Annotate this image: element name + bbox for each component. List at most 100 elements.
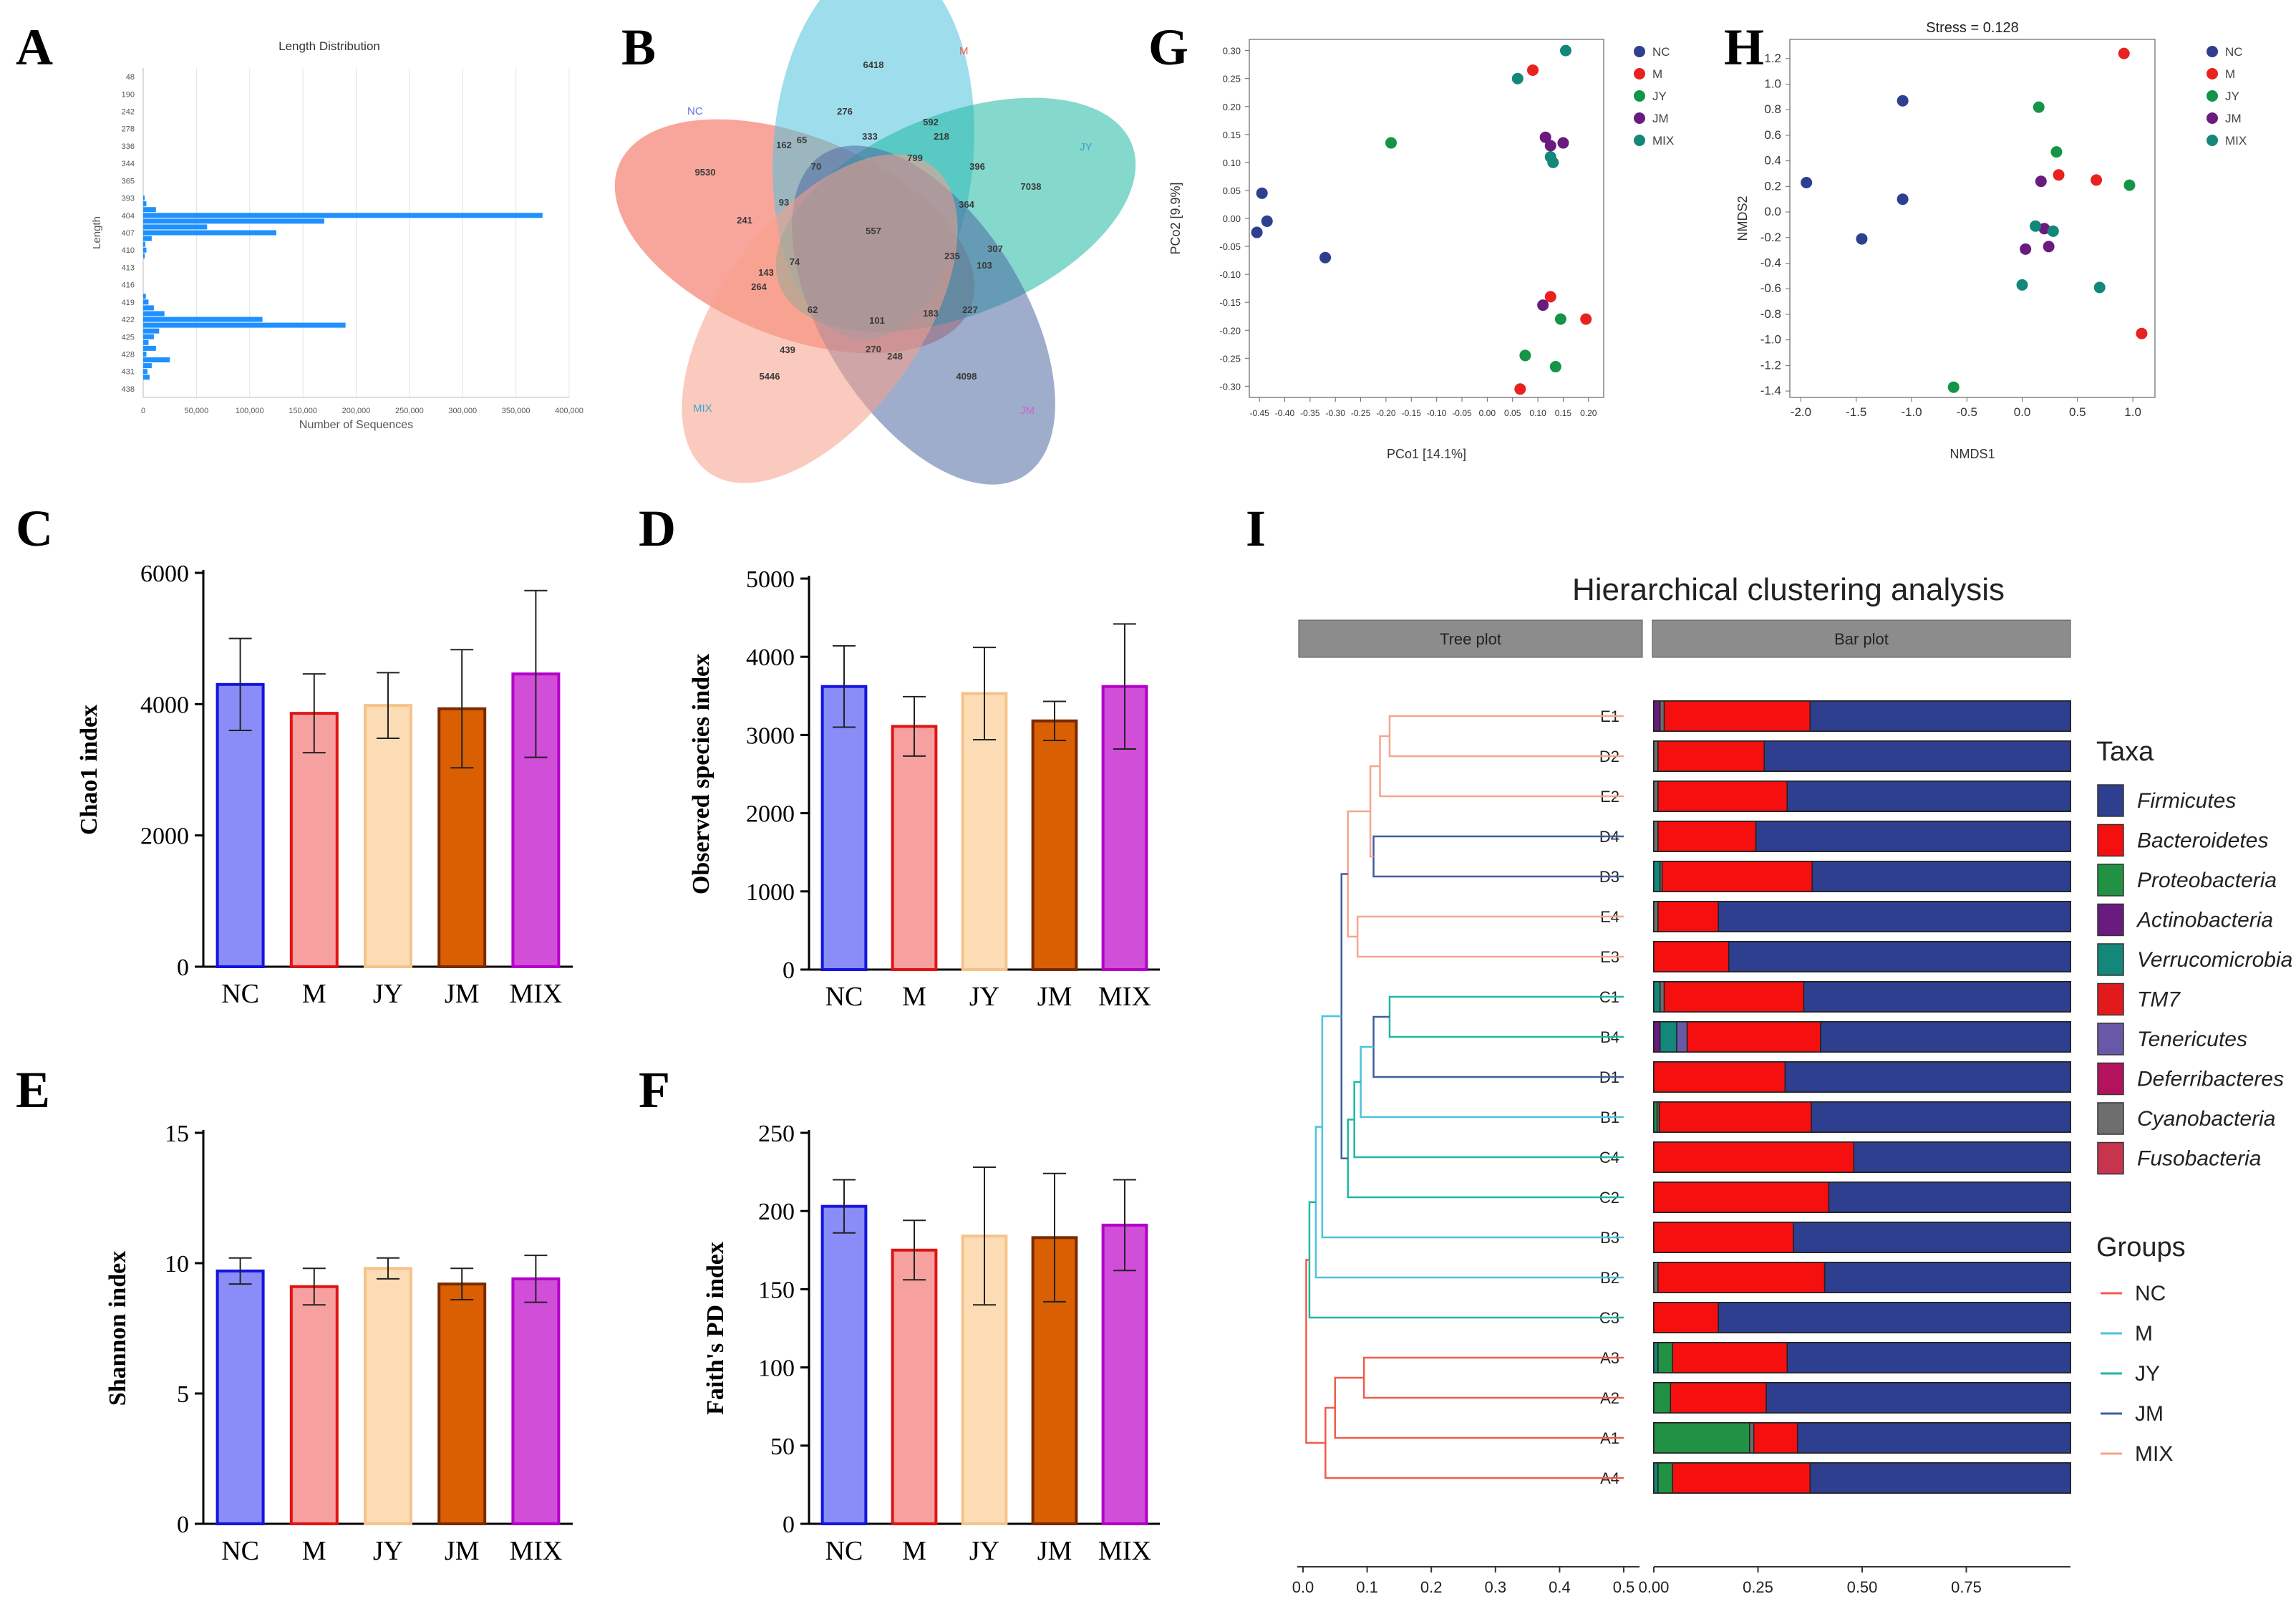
- bar-segment-cyanobacteria: [1659, 700, 1665, 732]
- venn-region-count: 9530: [695, 167, 716, 178]
- venn-region-count: 227: [962, 304, 978, 315]
- bar-m: [289, 1285, 339, 1525]
- venn-region-count: 7038: [1021, 181, 1042, 192]
- y-tick-label: 413: [122, 264, 135, 272]
- x-tick-label: M: [902, 982, 926, 1012]
- point-jm: [2020, 243, 2032, 255]
- x-tick-label: NC: [825, 982, 863, 1012]
- x-tick-label: -0.25: [1351, 408, 1371, 418]
- legend-label: JY: [1652, 90, 1667, 103]
- venn-region-count: 6418: [863, 59, 884, 70]
- bar: [143, 339, 149, 345]
- bar-segment-cyanobacteria: [1653, 901, 1659, 932]
- y-tick-label: 0.6: [1764, 128, 1781, 142]
- y-tick-label: 0.15: [1223, 130, 1241, 140]
- bar-segment-bacteroidetes: [1663, 981, 1805, 1013]
- bar-segment-cyanobacteria: [1653, 821, 1659, 852]
- venn-region-count: 4098: [956, 371, 977, 382]
- x-tick-label: 400,000: [555, 407, 583, 415]
- bar-segment-verrucomicrobia: [1653, 1462, 1659, 1494]
- y-tick-label: -1.2: [1760, 358, 1781, 372]
- point-nc: [1251, 226, 1263, 238]
- bar-x-tick-label: 0.50: [1847, 1578, 1878, 1596]
- legend-swatch: [2097, 1062, 2124, 1096]
- tree-branch: [1388, 995, 1624, 1038]
- point-m: [2118, 47, 2130, 59]
- legend-swatch: [2097, 864, 2124, 897]
- tree-branch: [1372, 1015, 1624, 1078]
- tree-branch: [1388, 715, 1624, 758]
- point-jm: [2043, 241, 2055, 253]
- bar: [143, 230, 276, 236]
- tree-branch: [1356, 915, 1624, 958]
- bar: [143, 369, 147, 375]
- point-nc: [1801, 177, 1813, 188]
- point-jm: [2035, 175, 2047, 188]
- bar-segment-cyanobacteria: [1653, 1262, 1659, 1293]
- venn-region-count: 396: [969, 161, 985, 172]
- y-tick-label: -0.10: [1219, 269, 1241, 280]
- legend-label: M: [2135, 1322, 2153, 1346]
- x-tick-label: -0.05: [1452, 408, 1472, 418]
- bar-nc: [820, 1204, 868, 1525]
- bar: [143, 253, 145, 259]
- legend-marker: [1634, 46, 1645, 57]
- venn-region-count: 248: [887, 351, 903, 362]
- x-tick-label: MIX: [1098, 982, 1151, 1012]
- y-tick-label: 0.30: [1223, 46, 1241, 57]
- bar-segment-firmicutes: [1786, 1342, 2071, 1373]
- x-tick-label: JY: [969, 1536, 999, 1566]
- y-tick-label: 5000: [746, 566, 795, 593]
- x-tick-label: JY: [373, 1536, 403, 1566]
- legend-label: Fusobacteria: [2137, 1147, 2261, 1171]
- point-m: [1527, 64, 1539, 76]
- panel-label-g: G: [1148, 19, 1188, 76]
- x-tick-label: 250,000: [395, 407, 424, 415]
- venn-region-count: 162: [776, 140, 792, 150]
- legend-label: Firmicutes: [2137, 789, 2236, 813]
- legend-label: Cyanobacteria: [2137, 1107, 2275, 1131]
- point-jy: [1385, 137, 1397, 149]
- venn-region-count: 241: [737, 215, 752, 226]
- bar-segment-firmicutes: [1784, 1061, 2071, 1093]
- legend-label: Tenericutes: [2137, 1028, 2247, 1051]
- venn-region-count: 5446: [760, 371, 780, 382]
- legend-title-groups: Groups: [2096, 1232, 2186, 1262]
- x-tick-label: 0.10: [1529, 408, 1546, 418]
- bar-segment-proteobacteria: [1653, 1382, 1672, 1414]
- point-m: [2136, 327, 2148, 339]
- y-tick-label: 200: [758, 1199, 795, 1225]
- x-tick-label: JM: [1037, 982, 1072, 1012]
- tree-branch: [1305, 1259, 1326, 1444]
- x-tick-label: -1.0: [1901, 405, 1922, 419]
- x-tick-label: 0.5: [2069, 405, 2086, 419]
- legend-label: M: [2225, 67, 2235, 81]
- venn-region-count: 183: [923, 308, 939, 319]
- y-tick-label: 0.8: [1764, 102, 1781, 116]
- tree-x-tick-label: 0.3: [1485, 1578, 1507, 1596]
- tree-branch: [1379, 735, 1624, 798]
- venn-set-label: JM: [1020, 405, 1035, 417]
- y-tick-label: -0.15: [1219, 297, 1241, 308]
- y-tick-label: 0.20: [1223, 102, 1241, 112]
- x-tick-label: 50,000: [185, 407, 209, 415]
- bar-segment-firmicutes: [1823, 1262, 2071, 1293]
- bar-segment-bacteroidetes: [1653, 1141, 1855, 1173]
- bar-header-box: [1652, 619, 2071, 658]
- y-tick-label: 425: [122, 333, 135, 342]
- bar-mix: [511, 1277, 561, 1525]
- point-nc: [1319, 251, 1332, 264]
- x-tick-label: MIX: [1098, 1536, 1151, 1566]
- y-tick-label: 0.00: [1223, 213, 1241, 224]
- point-jy: [1519, 349, 1531, 362]
- venn-region-count: 101: [869, 315, 885, 326]
- bar-segment-tenericutes: [1676, 1021, 1688, 1053]
- y-tick-label: 344: [122, 160, 135, 168]
- bar-segment-bacteroidetes: [1657, 1262, 1826, 1293]
- y-tick-label: -0.20: [1219, 325, 1241, 336]
- bar-segment-proteobacteria: [1657, 1342, 1673, 1373]
- y-axis-label: Observed species index: [688, 654, 715, 894]
- x-tick-label: -0.15: [1402, 408, 1422, 418]
- tree-branch: [1334, 1376, 1624, 1439]
- y-tick-label: 0: [177, 955, 189, 981]
